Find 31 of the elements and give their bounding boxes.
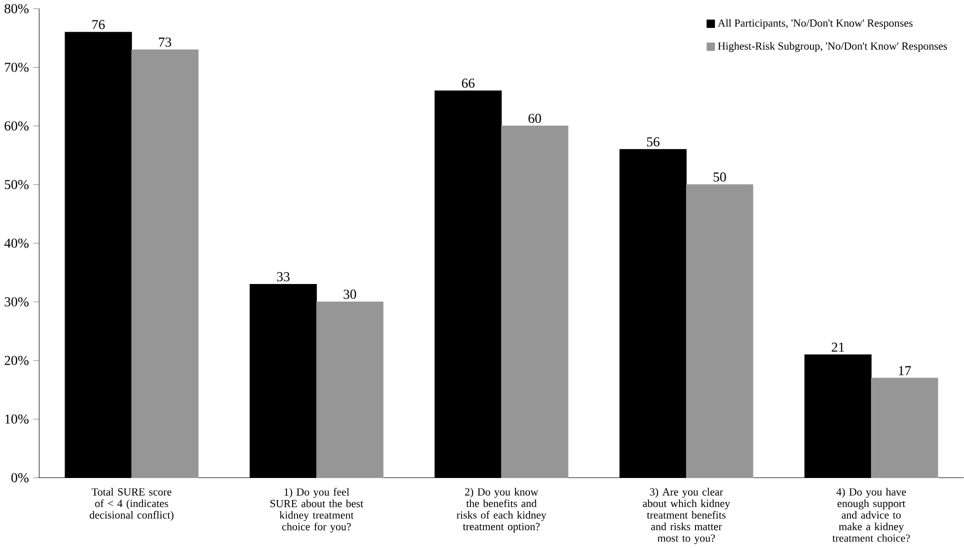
- data-label: 30: [344, 290, 356, 299]
- x-tick-label: 2) Do you know the benefits and risks of each kidney treatment option?: [456, 488, 546, 532]
- y-tick-label: 30%: [4, 297, 29, 306]
- data-label: 17: [898, 366, 911, 376]
- y-tick-label: 80%: [4, 4, 29, 14]
- data-label: 66: [462, 78, 475, 88]
- data-label: 76: [92, 20, 105, 30]
- data-label: 21: [832, 342, 844, 352]
- data-label: 56: [647, 137, 660, 146]
- y-tick-label: 0%: [11, 473, 29, 482]
- bar: [686, 184, 754, 478]
- y-tick-label: 10%: [5, 414, 29, 424]
- data-label: 50: [714, 172, 726, 182]
- y-tick-label: 40%: [4, 238, 29, 248]
- legend-label: Highest-Risk Subgroup, 'No/Don't Know' Responses: [718, 42, 948, 52]
- y-tick-label: 60%: [4, 121, 29, 131]
- legend-label: All Participants, 'No/Don't Know' Responses: [718, 19, 913, 29]
- x-tick-label: 4) Do you have enough support and advice to make a kidney treatment choice?: [832, 488, 910, 542]
- y-tick-label: 70%: [4, 62, 29, 72]
- data-label: 60: [528, 114, 542, 123]
- bar: [316, 302, 384, 478]
- data-label: 33: [277, 272, 290, 282]
- x-tick-label: Total SURE score of < 4 (indicates decisional conflict): [90, 488, 174, 521]
- y-tick-label: 20%: [4, 356, 29, 366]
- data-label: 73: [159, 38, 172, 47]
- bar: [501, 126, 568, 478]
- x-tick-label: 3) Are you clear about which kidney treatment benefits and risks matter most to you?: [642, 488, 730, 544]
- bar: [131, 49, 198, 478]
- y-tick-label: 50%: [4, 180, 29, 190]
- bar: [871, 378, 938, 478]
- x-tick-label: 1) Do you feel SURE about the best kidney treatment choice for you?: [270, 488, 364, 533]
